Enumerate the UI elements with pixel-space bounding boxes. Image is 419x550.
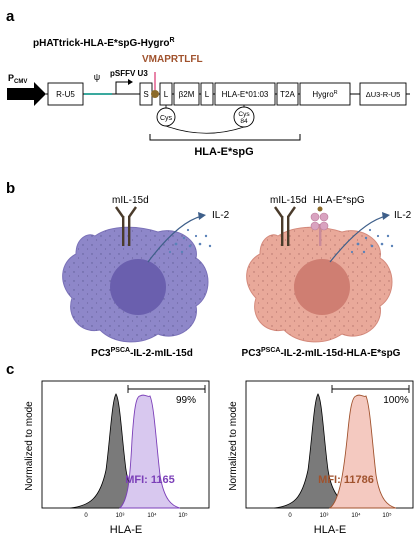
left-secretion-arrowhead-icon <box>198 212 206 220</box>
box-r-u5 <box>47 82 84 106</box>
left-cell-name: PC3PSCA-IL-2-mIL-15d <box>91 347 193 359</box>
construct-title: pHATtrick-HLA-E*spG-HygroR <box>33 37 175 49</box>
cys1-label: Cys <box>160 115 173 122</box>
left-membrane-label: mIL-15d <box>112 195 149 206</box>
panel-c-letter: c <box>6 361 14 378</box>
right-cell-nucleus <box>294 259 350 315</box>
left-mfi: MFI: 1165 <box>125 474 175 486</box>
box-hygro <box>299 82 351 106</box>
box-du3-r-u5-label: ΔU3-R-U5 <box>366 90 401 99</box>
left-tick-3: 10³ <box>116 513 125 519</box>
right-tick-0: 0 <box>288 513 292 519</box>
left-receptor-icon <box>115 206 137 246</box>
disulfide-link <box>165 125 245 134</box>
left-ylabel: Normalized to mode <box>24 401 35 491</box>
left-il2-particles <box>168 228 212 254</box>
right-percent: 100% <box>383 395 409 406</box>
box-b2m-label: β2M <box>179 90 195 99</box>
right-stained-histogram <box>328 394 397 509</box>
left-tick-0: 0 <box>84 513 88 519</box>
left-histogram: 99% MFI: 1165 0 10³ 10⁴ 10⁵ HLA-E Normal… <box>24 380 210 536</box>
left-secretion-arrow <box>147 215 203 263</box>
box-l2 <box>200 82 214 106</box>
left-stained-histogram <box>118 394 181 509</box>
right-xlabel: HLA-E <box>314 524 346 536</box>
panel-b-letter: b <box>6 180 15 197</box>
right-secretion-arrowhead-icon <box>382 212 390 220</box>
right-tick-4: 10⁴ <box>351 512 361 519</box>
right-ylabel: Normalized to mode <box>228 401 239 491</box>
left-xlabel: HLA-E <box>110 524 142 536</box>
right-histogram: 100% MFI: 11786 0 10³ 10⁴ 10⁵ HLA-E Norm… <box>228 380 414 536</box>
right-tick-3: 10³ <box>320 513 329 519</box>
hla-e-complex-icon <box>310 206 329 246</box>
sffv-label: pSFFV U3 <box>110 69 148 78</box>
left-secreted-label: IL-2 <box>212 210 230 221</box>
box-du3-r-u5 <box>359 82 407 106</box>
right-tick-5: 10⁵ <box>382 512 392 519</box>
promoter-arrow-icon <box>7 82 46 106</box>
box-hla-e-label: HLA-E*01:03 <box>222 90 269 99</box>
sffv-arrow-icon <box>115 81 128 94</box>
panel-a-letter: a <box>6 8 15 25</box>
left-tick-5: 10⁵ <box>178 512 188 519</box>
right-secreted-label: IL-2 <box>394 210 412 221</box>
cys2-label-bottom: 84 <box>240 118 248 125</box>
promoter-label: PCMV <box>8 73 27 85</box>
peptide-dot-icon <box>151 90 159 98</box>
box-hygro-label: HygroR <box>312 90 337 99</box>
box-s-label: S <box>143 90 148 99</box>
box-l1-label: L <box>164 90 169 99</box>
right-mfi: MFI: 11786 <box>318 474 374 486</box>
peptide-sequence: VMAPRTLFL <box>142 54 203 65</box>
right-isotype-histogram <box>273 393 361 509</box>
left-tick-4: 10⁴ <box>147 512 157 519</box>
box-r-u5-label: R-U5 <box>56 90 75 99</box>
bracket-label: HLA-E*spG <box>194 146 253 158</box>
sffv-arrowhead-icon <box>128 79 133 85</box>
left-cell-nucleus <box>110 259 166 315</box>
right-il2-particles <box>350 228 394 254</box>
right-cell-name: PC3PSCA-IL-2-mIL-15d-HLA-E*spG <box>242 347 401 359</box>
right-secretion-arrow <box>329 215 387 263</box>
cys2-label-top: Cys <box>238 111 250 118</box>
box-l2-label: L <box>205 90 210 99</box>
psi-label: ψ <box>94 72 100 82</box>
box-b2m <box>173 82 200 106</box>
box-t2a <box>276 82 299 106</box>
right-complex-label: HLA-E*spG <box>313 195 365 206</box>
box-t2a-label: T2A <box>280 90 295 99</box>
construct-bracket <box>149 134 301 141</box>
left-percent: 99% <box>176 395 196 406</box>
box-hla-e <box>214 82 276 106</box>
right-receptor-icon <box>274 206 296 246</box>
right-membrane-label: mIL-15d <box>270 195 307 206</box>
